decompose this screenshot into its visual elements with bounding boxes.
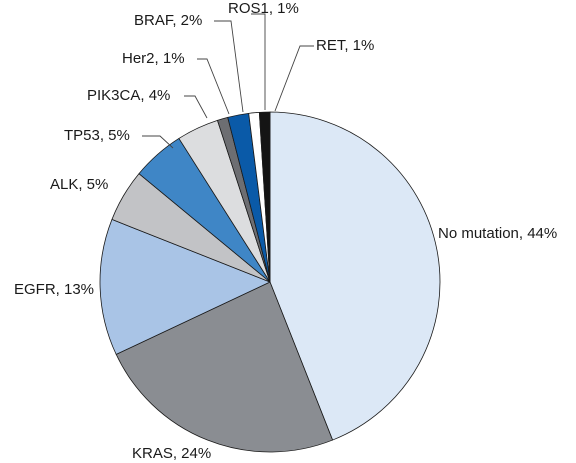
label-leaders	[142, 13, 314, 149]
slice-label-kras: KRAS, 24%	[132, 445, 211, 462]
slice-label-ros1: ROS1, 1%	[228, 0, 299, 17]
slice-label-alk: ALK, 5%	[50, 176, 108, 193]
leader-line-her2	[197, 58, 230, 115]
pie-slice-egfr	[99, 219, 271, 355]
slice-label-ret: RET, 1%	[316, 37, 374, 54]
slice-label-pik3ca: PIK3CA, 4%	[87, 87, 170, 104]
pie-slice-ret	[258, 111, 271, 283]
leader-line-braf	[214, 20, 244, 113]
slice-label-braf: BRAF, 2%	[134, 12, 202, 29]
pie-slices	[99, 111, 441, 453]
slice-labels: No mutation, 44% KRAS, 24% EGFR, 13% ALK, 5…	[14, 0, 557, 462]
leader-line-tp53	[142, 135, 174, 149]
leader-line-pik3ca	[184, 95, 208, 119]
pie-slice-no-mutation	[269, 111, 441, 441]
pie-slice-kras	[115, 281, 333, 453]
leader-line-ros1	[251, 13, 266, 110]
leader-line-ret	[274, 45, 314, 112]
slice-label-egfr: EGFR, 13%	[14, 281, 94, 298]
slice-label-tp53: TP53, 5%	[64, 127, 130, 144]
slice-label-her2: Her2, 1%	[122, 50, 185, 67]
slice-label-no-mutation: No mutation, 44%	[438, 225, 557, 242]
